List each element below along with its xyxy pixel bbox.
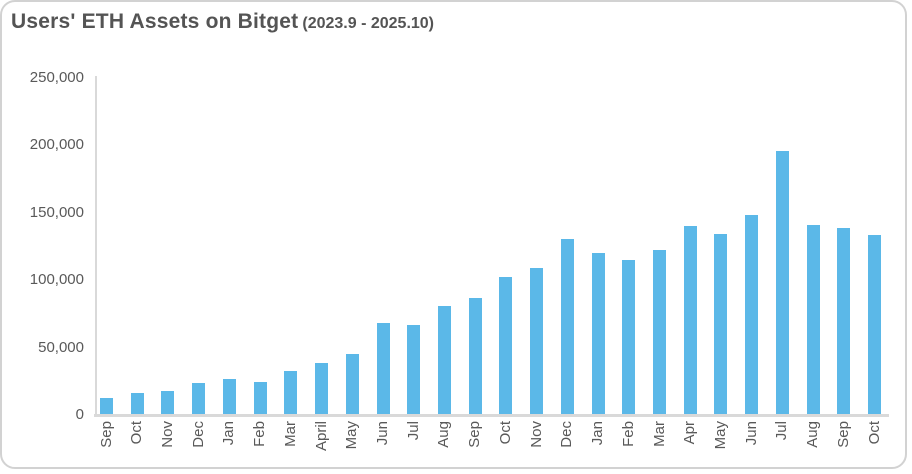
x-tick-label: Aug <box>804 421 822 448</box>
x-tick-label: Dec <box>558 421 576 448</box>
x-tick-label: Nov <box>527 421 545 448</box>
x-tick-label: Mar <box>281 421 299 447</box>
bar-jul-10 <box>407 325 421 415</box>
y-tick-label: 250,000 <box>29 69 84 86</box>
x-tick-label: Mar <box>650 421 668 447</box>
chart-title-range: (2023.9 - 2025.10) <box>302 15 435 32</box>
bar-oct-13 <box>499 276 513 415</box>
y-tick-label: 200,000 <box>29 136 84 154</box>
x-tick-label: Jan <box>220 421 238 446</box>
x-tick-label: Feb <box>619 421 637 447</box>
chart-title: Users' ETH Assets on Bitget (2023.9 - 202… <box>11 10 434 34</box>
bar-sep-12 <box>468 298 482 415</box>
x-tick-label: May <box>343 421 361 450</box>
bar-mar-18 <box>653 249 667 415</box>
y-axis-line <box>94 76 97 416</box>
bar-jul-22 <box>775 151 789 415</box>
bar-nov-14 <box>530 268 544 415</box>
x-axis-line <box>94 414 889 417</box>
x-tick-label: Jun <box>742 421 760 446</box>
bar-apr-19 <box>683 225 697 415</box>
bar-jan-4 <box>222 379 236 415</box>
bar-sep-0 <box>100 398 113 415</box>
bar-jun-9 <box>376 323 390 415</box>
y-tick-label: 150,000 <box>29 203 84 221</box>
bar-nov-2 <box>161 391 175 415</box>
x-tick-label: Jul <box>773 421 791 441</box>
bar-aug-11 <box>437 306 451 415</box>
x-tick-label: Sep <box>466 421 484 448</box>
x-tick-label: Jun <box>374 421 392 446</box>
x-tick-label: Jan <box>589 421 607 446</box>
bar-feb-17 <box>622 259 636 415</box>
bar-feb-5 <box>253 381 267 415</box>
bar-jun-21 <box>745 214 759 415</box>
x-tick-label: Oct <box>865 421 883 445</box>
y-tick-label: 50,000 <box>38 338 84 356</box>
bar-dec-3 <box>192 382 206 415</box>
bar-mar-6 <box>284 370 298 415</box>
bar-dec-15 <box>560 239 574 415</box>
x-tick-label: Apr <box>681 421 699 445</box>
x-tick-label: Oct <box>496 421 514 445</box>
bar-april-7 <box>315 363 329 415</box>
bar-aug-23 <box>806 224 820 415</box>
x-tick-label: Oct <box>128 421 146 445</box>
x-tick-label: Dec <box>189 421 207 448</box>
bar-may-8 <box>345 353 359 415</box>
x-tick-label: Aug <box>435 421 453 448</box>
x-tick-label: Jul <box>404 421 422 441</box>
bar-oct-1 <box>130 393 144 415</box>
x-tick-label: Sep <box>834 421 852 448</box>
bar-may-20 <box>714 234 728 415</box>
y-tick-label: 0 <box>75 406 84 423</box>
bar-jan-16 <box>591 252 605 415</box>
x-tick-label: Nov <box>158 421 176 448</box>
x-tick-label: April <box>312 421 330 452</box>
chart-title-main: Users' ETH Assets on Bitget <box>11 10 299 33</box>
y-tick-label: 100,000 <box>29 271 84 289</box>
x-tick-label: Feb <box>251 421 269 447</box>
bar-sep-24 <box>837 228 851 415</box>
plot-area: 0 50,000 100,000 150,000 200,000 250,000 Sep O… <box>2 2 905 467</box>
x-tick-label: May <box>711 421 729 450</box>
x-tick-label: Sep <box>97 421 115 448</box>
bar-oct-25 <box>868 235 882 415</box>
